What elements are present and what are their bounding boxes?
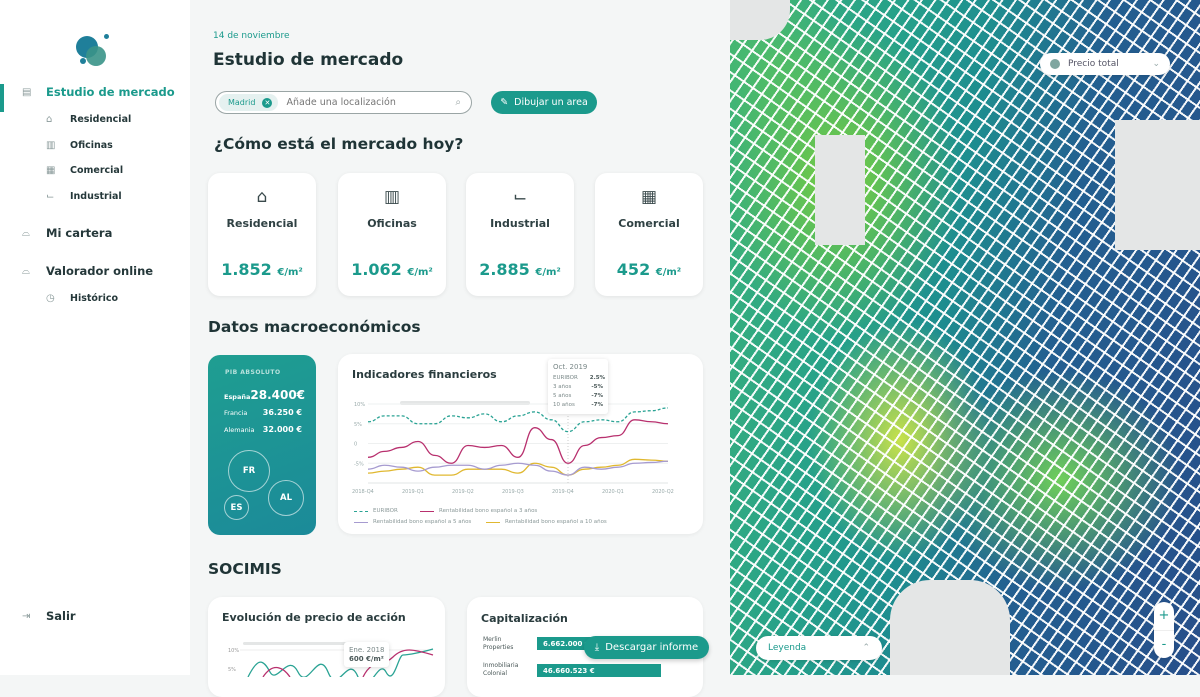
- factory-icon: ⌙: [512, 187, 528, 207]
- map-streets: [730, 0, 1200, 675]
- office-building-icon: ▥: [46, 139, 56, 151]
- chart-scrollbar[interactable]: [243, 642, 373, 645]
- y-tick-label: 0: [354, 442, 357, 448]
- chart-icon: ▤: [22, 86, 32, 98]
- map-area: [890, 580, 1010, 675]
- chart-tooltip: Oct. 2019 EURIBOR 2.5% 3 años -5% 5 años -7…: [548, 359, 608, 414]
- price-type-select[interactable]: Precio total ⌄: [1040, 53, 1170, 75]
- pib-row: España 28.400€: [224, 388, 306, 402]
- search-icon[interactable]: ⌕: [455, 97, 461, 108]
- download-icon: ⤓: [594, 642, 600, 653]
- kpi-card-oficinas[interactable]: ▥ Oficinas 1.062 €/m²: [338, 173, 446, 296]
- bubble-al[interactable]: AL: [268, 480, 304, 516]
- macro-title: Datos macroeconómicos: [208, 318, 421, 336]
- legend-bond3: Rentabilidad bono español a 3 años: [420, 508, 537, 514]
- series-line-1: [367, 419, 669, 464]
- cap-bar[interactable]: 46.660.523 €: [537, 664, 661, 677]
- map-area: [1115, 120, 1200, 250]
- legend-bond10: Rentabilidad bono español a 10 años: [486, 519, 607, 525]
- location-search[interactable]: Madrid✕ ⌕: [215, 91, 472, 114]
- search-input[interactable]: [286, 97, 456, 108]
- x-tick-label: 2019-Q3: [502, 489, 524, 495]
- x-tick-label: 2019-Q4: [552, 489, 574, 495]
- chart-tooltip: Ene. 2018 600 €/m²: [344, 642, 390, 667]
- office-building-icon: ▥: [383, 187, 401, 207]
- financial-indicators-chart: 10% 5% 0 -5% 2018-Q4 2019-Q1 2019-Q2 2019-Q3 201…: [352, 401, 674, 495]
- socimis-title: SOCIMIS: [208, 560, 282, 578]
- logo: [76, 34, 110, 68]
- history-icon: ◷: [46, 292, 55, 304]
- legend-bond5: Rentabilidad bono español a 5 años: [354, 519, 471, 525]
- y-tick: 10%: [228, 648, 239, 654]
- kpi-card-comercial[interactable]: ▦ Comercial 452 €/m²: [595, 173, 703, 296]
- pencil-icon: ✎: [500, 97, 509, 108]
- series-line: [247, 648, 434, 677]
- x-tick-label: 2019-Q2: [452, 489, 474, 495]
- map-area: [815, 135, 865, 245]
- zoom-out-button[interactable]: -: [1154, 630, 1174, 658]
- kpi-card-residencial[interactable]: ⌂ Residencial 1.852 €/m²: [208, 173, 316, 296]
- chevron-up-icon: ⌃: [862, 643, 870, 653]
- x-tick-label: 2020-Q1: [602, 489, 624, 495]
- legend-euribor: EURIBOR: [354, 508, 398, 514]
- sidebar: ▤ Estudio de mercado ⌂ Residencial ▥ Oficin…: [0, 0, 190, 675]
- zoom-control: + -: [1154, 602, 1174, 658]
- download-report-button[interactable]: ⤓ Descargar informe: [584, 636, 709, 659]
- date: 14 de noviembre: [213, 31, 290, 41]
- x-tick-label: 2020-Q2: [652, 489, 674, 495]
- inbox-icon: ⌓: [22, 265, 30, 277]
- store-icon: ▦: [46, 164, 56, 176]
- series-line-0: [367, 407, 669, 433]
- house-icon: ⌂: [256, 187, 268, 207]
- x-tick-label: 2019-Q1: [402, 489, 424, 495]
- y-tick-label: 10%: [354, 402, 365, 408]
- legend-toggle[interactable]: Leyenda ⌃: [756, 636, 882, 660]
- pib-card: PIB ABSOLUTO España 28.400€ Francia 36.250…: [208, 355, 316, 535]
- page-title: Estudio de mercado: [213, 50, 404, 70]
- x-tick-label: 2018-Q4: [352, 489, 374, 495]
- pib-row: Francia 36.250 €: [224, 408, 302, 417]
- active-indicator: [0, 84, 4, 112]
- y-tick-label: -5%: [354, 461, 364, 467]
- chevron-down-icon: ⌄: [1152, 59, 1160, 69]
- zoom-in-button[interactable]: +: [1158, 608, 1170, 623]
- stock-price-chart: 10% 5%: [228, 642, 434, 677]
- market-title: ¿Cómo está el mercado hoy?: [214, 135, 464, 153]
- store-icon: ▦: [640, 187, 658, 207]
- y-tick: 5%: [228, 667, 236, 673]
- remove-chip-icon[interactable]: ✕: [262, 97, 273, 108]
- series-line-3: [367, 458, 669, 476]
- house-icon: ⌂: [46, 113, 53, 125]
- y-tick-label: 5%: [354, 422, 362, 428]
- globe-icon: [1050, 59, 1060, 69]
- main-content: 14 de noviembre Estudio de mercado Madri…: [190, 0, 730, 697]
- series-line-2: [367, 460, 669, 476]
- location-chip: Madrid ✕: [219, 94, 279, 111]
- factory-icon: ⌙: [46, 190, 55, 202]
- kpi-card-industrial[interactable]: ⌙ Industrial 2.885 €/m²: [466, 173, 574, 296]
- draw-area-button[interactable]: ✎ Dibujar un area: [491, 91, 597, 114]
- logout-icon: ⇥: [22, 610, 31, 622]
- map[interactable]: Precio total ⌄ Leyenda ⌃ + -: [730, 0, 1200, 675]
- briefcase-icon: ⌓: [22, 227, 30, 239]
- bubble-es[interactable]: ES: [224, 495, 249, 520]
- stock-price-card: Evolución de precio de acción 10% 5% Ene…: [208, 597, 445, 697]
- pib-row: Alemania 32.000 €: [224, 425, 302, 434]
- bubble-fr[interactable]: FR: [228, 450, 270, 492]
